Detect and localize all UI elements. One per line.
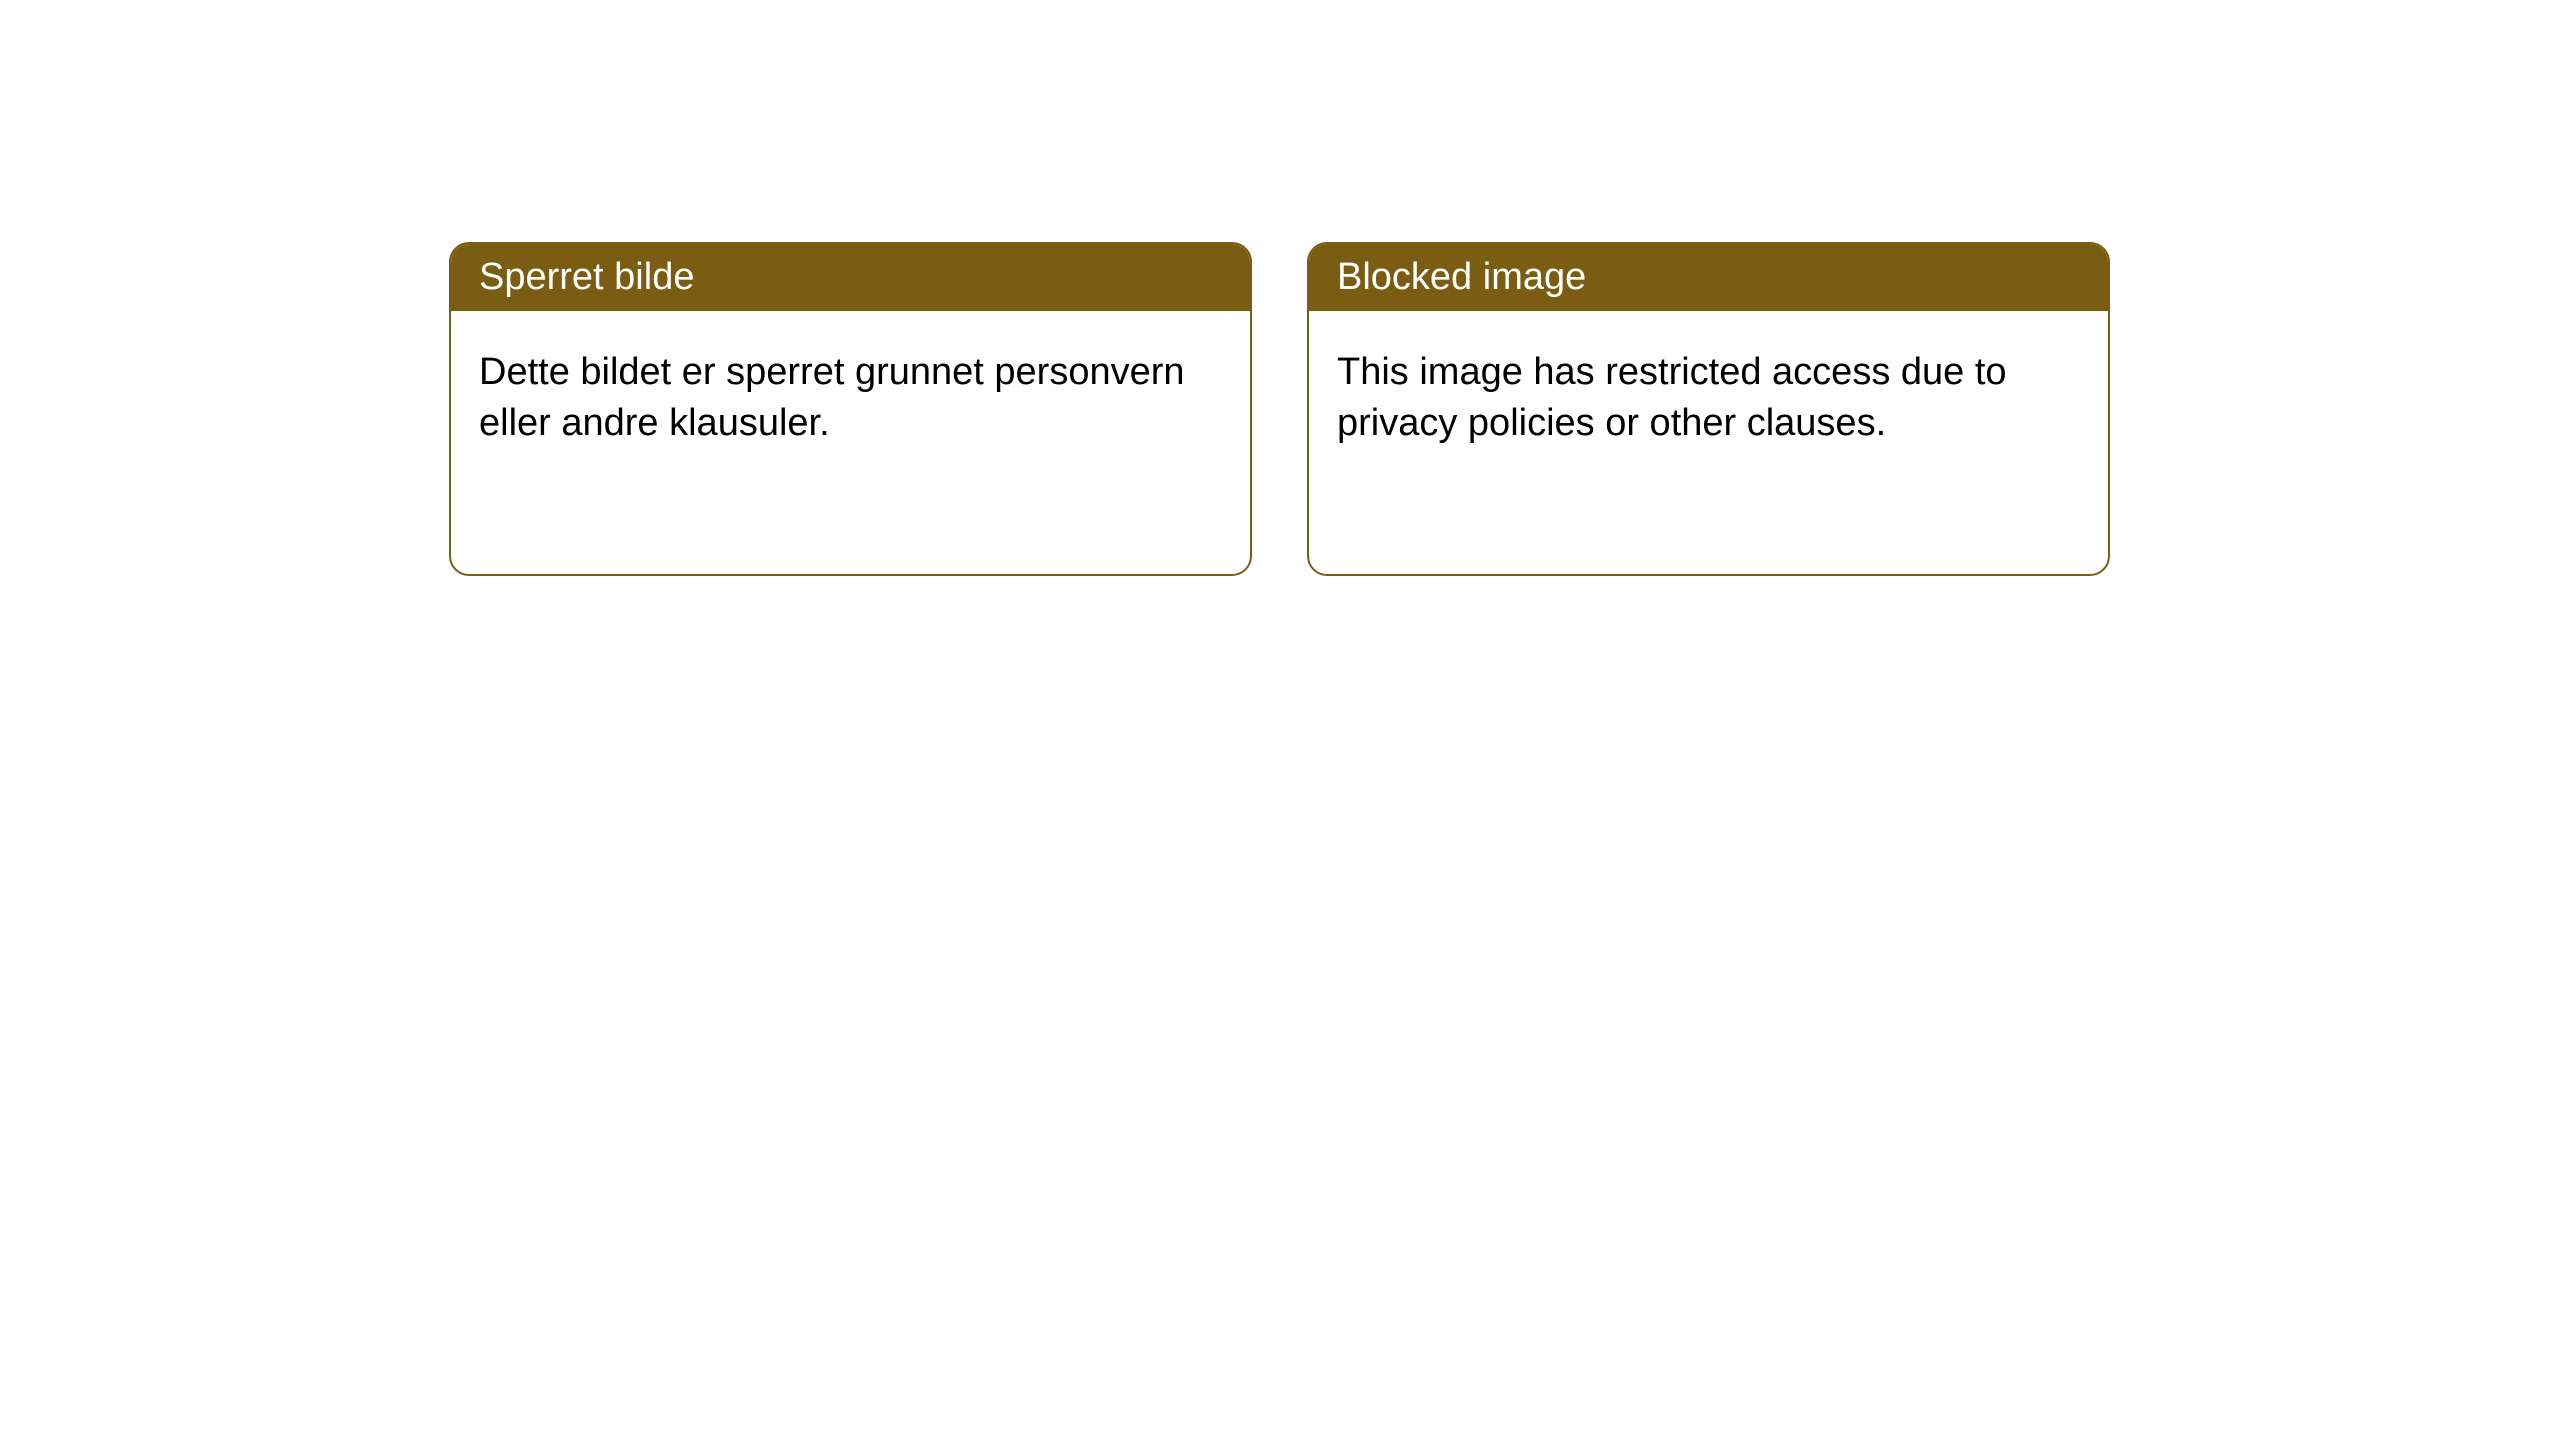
notice-card-norwegian: Sperret bilde Dette bildet er sperret gr… (449, 242, 1252, 576)
notice-header-english: Blocked image (1309, 244, 2108, 311)
notice-container: Sperret bilde Dette bildet er sperret gr… (449, 242, 2110, 576)
notice-card-english: Blocked image This image has restricted … (1307, 242, 2110, 576)
notice-body-english: This image has restricted access due to … (1309, 311, 2108, 486)
notice-header-norwegian: Sperret bilde (451, 244, 1250, 311)
notice-body-norwegian: Dette bildet er sperret grunnet personve… (451, 311, 1250, 486)
